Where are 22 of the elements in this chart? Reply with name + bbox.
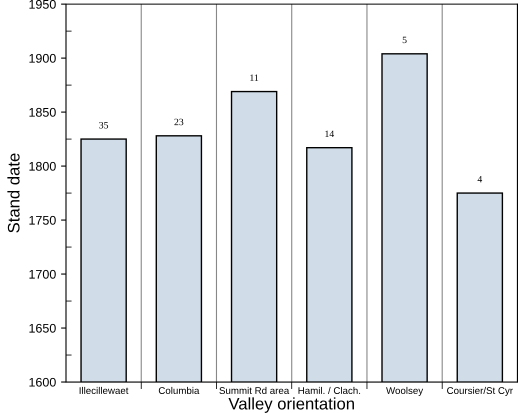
annotation: 5 — [402, 36, 407, 44]
x-tick-label: Hamil. / Clach. — [298, 386, 360, 394]
x-axis-title: Valley orientation — [228, 397, 354, 413]
annotation: 35 — [99, 122, 108, 128]
y-tick-label: 1650 — [29, 324, 56, 333]
x-tick-label: Coursier/St Cyr — [447, 386, 513, 396]
x-tick-label: Columbia — [158, 386, 200, 394]
y-tick-label: 1750 — [29, 216, 56, 225]
y-tick-label: 1900 — [29, 54, 56, 63]
annotation: 14 — [325, 130, 334, 138]
y-tick-label: 1700 — [29, 270, 56, 279]
y-tick-label: 1800 — [29, 162, 56, 171]
y-axis-title: Stand date — [7, 154, 20, 233]
annotation: 23 — [174, 118, 184, 126]
y-tick-label: 1850 — [29, 108, 56, 117]
annotation: 4 — [478, 176, 482, 182]
x-tick-label: Illecillewaet — [80, 386, 128, 394]
x-tick-label: Woolsey — [386, 386, 424, 396]
y-tick-label: 1600 — [29, 378, 56, 387]
annotation: 11 — [250, 74, 258, 81]
x-tick-label: Summit Rd area — [219, 386, 290, 394]
y-tick-label: 1950 — [29, 0, 56, 9]
